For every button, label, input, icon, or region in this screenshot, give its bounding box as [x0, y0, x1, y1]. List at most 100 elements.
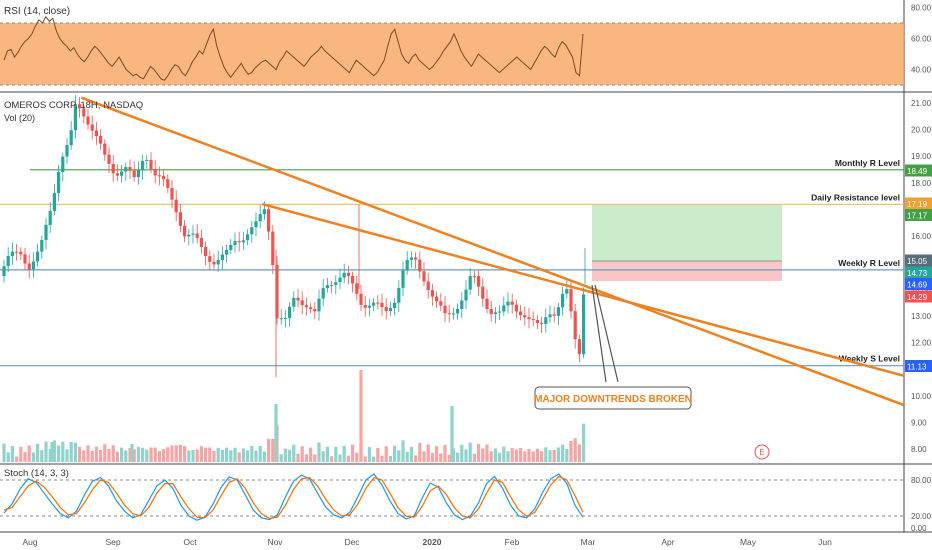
volume-bar: [94, 446, 98, 462]
volume-bar: [36, 443, 40, 462]
volume-bar: [292, 444, 296, 462]
candle-body: [153, 169, 157, 176]
candle-body: [304, 305, 308, 308]
annotation-box[interactable]: [534, 386, 692, 410]
volume-bar: [23, 452, 27, 462]
price-badge-text: 17.17: [907, 212, 928, 221]
candle-body: [229, 245, 233, 250]
candle-body: [23, 254, 27, 264]
volume-bar: [519, 448, 523, 462]
candle-body: [145, 159, 149, 161]
volume-bar: [57, 445, 61, 462]
volume-bar: [157, 451, 161, 462]
candle-body: [527, 317, 531, 320]
volume-bar: [267, 438, 271, 462]
price-badge: [905, 290, 932, 303]
candle-body: [309, 307, 313, 309]
volume-bar: [82, 450, 86, 462]
candle-body: [27, 263, 31, 270]
stoch-tick-label: 0.00: [911, 524, 927, 533]
candle-body: [510, 301, 514, 305]
volume-bar: [31, 452, 35, 462]
annotation-pointer-right: [594, 284, 619, 383]
trendline: [80, 96, 905, 407]
price-tick-label: 8.00: [911, 445, 927, 454]
candle-body: [388, 308, 392, 312]
candle-body: [204, 247, 208, 257]
volume-bar: [90, 451, 94, 462]
candle-body: [166, 179, 170, 188]
volume-bar: [304, 454, 308, 462]
price-badge: [905, 164, 932, 177]
price-badge-text: 17.19: [907, 200, 928, 209]
volume-bar: [283, 448, 287, 462]
candle-body: [321, 288, 325, 299]
candle-body: [489, 309, 493, 315]
event-marker[interactable]: [754, 444, 770, 460]
volume-bar: [430, 452, 434, 462]
volume-bar: [229, 450, 233, 462]
volume-bar: [132, 449, 136, 462]
candle-body: [107, 154, 111, 164]
price-tick-label: 20.00: [911, 126, 932, 135]
volume-bar: [439, 453, 443, 462]
stoch-pane: Stoch (14, 3, 3) 80.00 20.00 0.00: [0, 468, 932, 533]
volume-bar: [346, 455, 350, 462]
time-tick-label: Feb: [505, 537, 520, 547]
volume-bar: [262, 451, 266, 462]
candle-body: [502, 305, 506, 312]
candle-body: [472, 276, 476, 278]
candle-body: [115, 173, 119, 176]
candle-body: [162, 176, 166, 180]
candle-body: [149, 159, 153, 169]
stop-zone: [592, 261, 782, 281]
volume-bar: [136, 446, 140, 462]
volume-bar: [565, 449, 569, 462]
candle-body: [241, 240, 245, 243]
candle-body: [422, 271, 426, 282]
volume-bar: [367, 447, 371, 462]
event-marker-label: E: [759, 448, 764, 457]
volume-bar: [435, 446, 439, 462]
candle-body: [2, 266, 6, 276]
candle-body: [283, 318, 287, 319]
volume-bar: [15, 456, 19, 462]
trendline: [261, 202, 905, 378]
volume-bar: [351, 444, 355, 462]
pane-dividers: [0, 0, 932, 533]
candle-body: [124, 167, 128, 172]
candle-body: [216, 259, 220, 265]
candle-body: [267, 209, 271, 232]
volume-bar: [103, 444, 107, 462]
time-tick-label: Jun: [818, 537, 832, 547]
volume-bar: [174, 445, 178, 462]
candle-body: [405, 259, 409, 271]
volume-label: Vol (20): [4, 113, 35, 123]
candle-body: [464, 289, 468, 301]
time-axis: Aug Sep Oct Nov Dec 2020 Feb Mar Apr May Jun: [22, 537, 832, 547]
candle-body: [548, 314, 552, 318]
volume-bar: [380, 455, 384, 462]
candle-body: [128, 167, 132, 171]
candle-body: [460, 300, 464, 309]
volume-bar: [2, 443, 6, 462]
volume-bar: [426, 444, 430, 462]
volume-bar: [561, 444, 565, 462]
candle-body: [65, 145, 69, 157]
candle-body: [506, 301, 510, 306]
volume-bar: [489, 451, 493, 462]
price-tick-label: 16.00: [911, 232, 932, 241]
price-badge: [905, 266, 932, 279]
volume-bar: [10, 446, 14, 462]
volume-bar: [220, 449, 224, 462]
volume-spike: [130, 444, 134, 462]
candle-body: [208, 256, 212, 262]
candle-body: [195, 233, 199, 238]
volume-bar: [6, 452, 10, 462]
volume-bar: [44, 441, 48, 462]
candle-body: [52, 193, 56, 211]
stoch-tick-label: 80.00: [911, 476, 932, 485]
candle-body: [477, 276, 481, 287]
volume-bar: [372, 456, 376, 462]
candle-body: [531, 319, 535, 321]
